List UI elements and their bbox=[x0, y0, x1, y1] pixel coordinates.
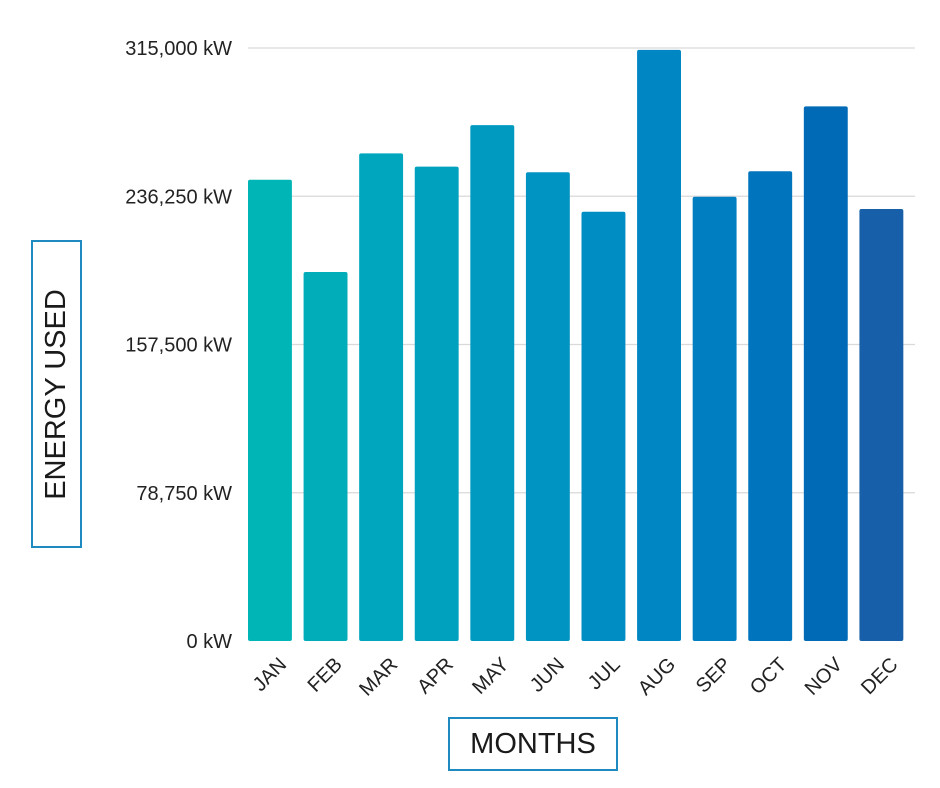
x-axis-title: MONTHS bbox=[470, 727, 596, 760]
y-tick-label: 0 kW bbox=[186, 631, 232, 653]
y-tick-label: 236,250 kW bbox=[125, 186, 232, 208]
x-tick-label: JUN bbox=[526, 654, 569, 697]
y-axis-title: ENERGY USED bbox=[40, 288, 73, 500]
y-axis-title-box: ENERGY USED bbox=[31, 240, 82, 548]
y-tick-label: 78,750 kW bbox=[136, 483, 232, 505]
x-tick-label: SEP bbox=[692, 654, 736, 698]
bar-dec bbox=[859, 208, 904, 641]
x-tick-label: MAY bbox=[468, 654, 513, 699]
x-tick-label: JUL bbox=[584, 654, 625, 695]
bar-nov bbox=[803, 106, 848, 642]
x-tick-label: OCT bbox=[746, 654, 791, 699]
bar-feb bbox=[303, 272, 348, 641]
bar-sep bbox=[692, 196, 737, 641]
x-axis-ticks: JAN FEB MAR APR MAY JUN JUL AUG SEP OCT NOV DEC bbox=[249, 653, 903, 700]
y-axis-ticks: 0 kW 78,750 kW 157,500 kW 236,250 kW 315,000… bbox=[125, 38, 232, 653]
x-tick-label: NOV bbox=[801, 653, 848, 700]
bar-jan bbox=[248, 179, 292, 641]
x-tick-label: JAN bbox=[249, 654, 291, 696]
bar-jun bbox=[525, 172, 570, 641]
bars bbox=[248, 49, 904, 642]
y-tick-label: 157,500 kW bbox=[125, 335, 232, 357]
bar-aug bbox=[637, 49, 681, 641]
bar-jul bbox=[581, 211, 626, 641]
y-tick-label: 315,000 kW bbox=[125, 38, 232, 60]
x-tick-label: FEB bbox=[304, 654, 347, 697]
bar-oct bbox=[748, 171, 793, 642]
x-tick-label: APR bbox=[413, 654, 458, 699]
bar-apr bbox=[414, 166, 459, 641]
x-tick-label: MAR bbox=[355, 654, 402, 701]
bar-may bbox=[470, 125, 515, 641]
bar-mar bbox=[359, 153, 404, 641]
x-tick-label: AUG bbox=[634, 654, 680, 700]
x-tick-label: DEC bbox=[857, 654, 902, 699]
x-axis-title-box: MONTHS bbox=[448, 717, 618, 771]
